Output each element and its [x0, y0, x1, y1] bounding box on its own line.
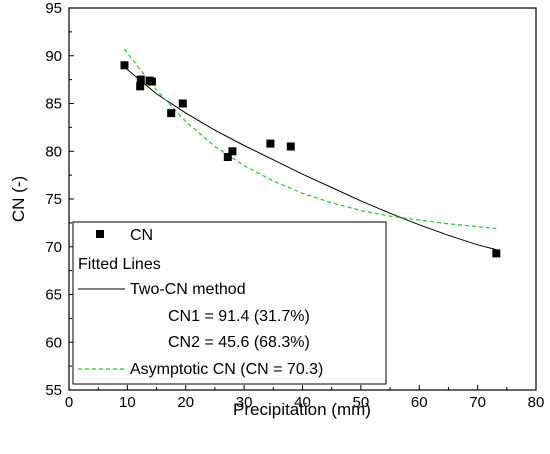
- y-tick-label: 80: [45, 143, 62, 160]
- x-axis-title: Precipitation (mm): [233, 400, 371, 419]
- legend-marker-cn: [96, 230, 104, 238]
- data-point: [223, 153, 232, 161]
- data-point: [167, 109, 176, 118]
- data-point: [147, 77, 156, 86]
- series-line-asymptotic: [124, 48, 497, 230]
- series-line-two-cn: [124, 66, 497, 251]
- x-tick-label: 20: [177, 394, 194, 411]
- y-tick-label: 55: [45, 382, 62, 399]
- x-tick-label: 50: [353, 394, 370, 411]
- x-tick-label: 30: [236, 394, 253, 411]
- data-points: [120, 61, 501, 258]
- fit-lines: [124, 48, 497, 251]
- y-tick-label: 90: [45, 48, 62, 65]
- data-point: [228, 147, 237, 156]
- y-tick-label: 95: [45, 0, 62, 17]
- legend-annotation-cn2: CN2 = 45.6 (68.3%): [168, 334, 310, 351]
- x-tick-label: 0: [65, 394, 73, 411]
- data-point: [136, 82, 145, 91]
- x-tick-label: 70: [469, 394, 486, 411]
- data-point: [492, 249, 501, 258]
- y-tick-label: 65: [45, 287, 62, 304]
- legend-label-asymptotic: Asymptotic CN (CN = 70.3): [130, 361, 323, 378]
- x-tick-label: 60: [411, 394, 428, 411]
- data-point: [178, 99, 187, 108]
- y-tick-label: 60: [45, 334, 62, 351]
- x-tick-label: 10: [119, 394, 136, 411]
- y-tick-label: 70: [45, 239, 62, 256]
- legend-heading-fitted-lines: Fitted Lines: [78, 256, 161, 273]
- data-point: [136, 75, 145, 84]
- y-tick-label: 85: [45, 96, 62, 113]
- legend-box: [72, 221, 387, 385]
- legend-label-two-cn: Two-CN method: [130, 281, 246, 298]
- y-axis-title: CN (-): [9, 176, 28, 222]
- legend-label-cn: CN: [130, 227, 153, 244]
- legend: CN Fitted Lines Two-CN method CN1 = 91.4…: [72, 221, 387, 385]
- data-point: [120, 61, 129, 70]
- legend-annotation-cn1: CN1 = 91.4 (31.7%): [168, 308, 310, 325]
- y-axis: 55 60 65 70 75 80 85 90 95: [45, 0, 74, 399]
- data-point: [266, 139, 275, 148]
- x-tick-label: 80: [528, 394, 545, 411]
- data-point: [286, 142, 295, 151]
- y-tick-label: 75: [45, 191, 62, 208]
- x-tick-label: 40: [294, 394, 311, 411]
- x-axis: 0 10 20 30 40 50 60 70 80: [65, 385, 545, 411]
